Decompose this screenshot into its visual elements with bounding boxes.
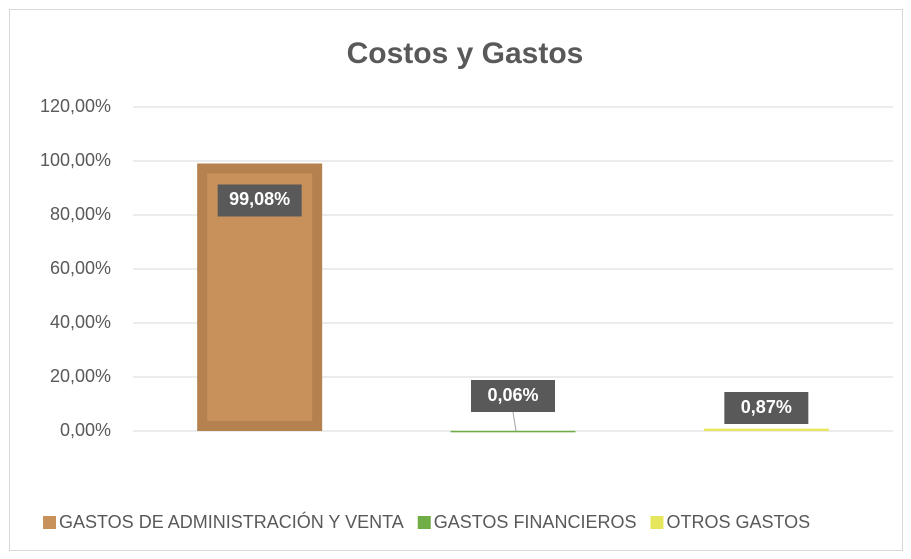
y-tick-label: 60,00%: [50, 258, 111, 278]
legend-swatch: [650, 516, 664, 529]
y-tick-label: 100,00%: [40, 150, 111, 170]
y-tick-label: 120,00%: [40, 96, 111, 116]
legend-swatch: [417, 516, 431, 529]
bar: [450, 430, 576, 433]
data-label: 0,06%: [487, 385, 538, 405]
data-label: 99,08%: [229, 189, 290, 209]
chart-border: [9, 9, 903, 551]
legend-label: GASTOS DE ADMINISTRACIÓN Y VENTA: [59, 511, 404, 532]
bar: [703, 428, 829, 431]
chart-title: Costos y Gastos: [347, 37, 584, 70]
legend-label: GASTOS FINANCIEROS: [434, 512, 637, 532]
legend-swatch: [43, 516, 56, 529]
data-label: 0,87%: [741, 397, 792, 417]
data-label-box: [724, 392, 809, 424]
data-label-box: [217, 184, 302, 217]
data-label-box: [471, 380, 555, 412]
legend-label: OTROS GASTOS: [666, 512, 810, 532]
y-tick-label: 20,00%: [50, 366, 111, 386]
y-tick-label: 80,00%: [50, 204, 111, 224]
y-tick-label: 0,00%: [60, 420, 111, 440]
y-tick-label: 40,00%: [50, 312, 111, 332]
leader-line: [512, 411, 517, 432]
